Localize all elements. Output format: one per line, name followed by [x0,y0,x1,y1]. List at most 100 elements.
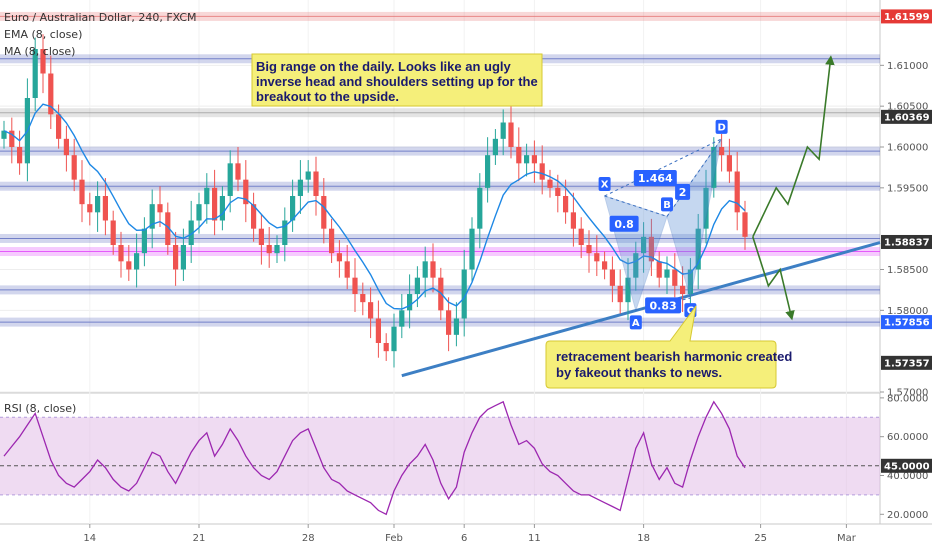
candle-body [734,171,740,213]
bearish-projection-arrow [752,236,795,321]
price-axis[interactable]: 1.61000 1.60500 1.60000 1.59500 1.58500 1.580… [880,9,932,399]
candle-body [461,269,467,319]
rsi-axis[interactable]: 80.0000 60.0000 40.0000 20.0000 45.0000 [880,393,932,521]
candle-body [17,147,23,164]
price-badge-label: 1.61599 [884,12,930,23]
legend-ma[interactable]: MA (8, close) [4,45,75,58]
candle-body [313,171,319,196]
pattern-ratio-marker [633,170,677,187]
candle-body [375,318,381,343]
price-grid [0,64,880,393]
price-badge [881,355,932,370]
candle-body [617,285,623,303]
candle-body [266,245,272,254]
candle-body [414,277,420,294]
note-bottom-line: by fakeout thanks to news. [556,365,722,380]
candle-body [453,318,459,335]
rsi-line [3,400,746,516]
candle-body [63,138,69,156]
candle-body [711,147,717,188]
time-tick-label: 6 [461,533,467,544]
time-tick-label: 11 [528,533,541,544]
price-tick-label: 1.58500 [887,265,928,276]
candle-body [173,245,179,270]
candle-body [258,228,264,245]
candle-body [219,196,225,221]
rsi-tick-label: 40.0000 [887,471,928,482]
candle-body [609,269,615,286]
ema-line [3,103,746,310]
candle-body [742,212,748,237]
candle-body [56,114,62,139]
rsi-legend[interactable]: RSI (8, close) [4,402,76,415]
candle-body [508,122,514,147]
legend-ema[interactable]: EMA (8, close) [4,28,82,41]
note-top-line: breakout to the upside. [256,89,399,104]
price-tick-label: 1.60000 [887,143,928,154]
harmonic-pattern: X A B C D 0.8 0.83 1.464 2 [598,119,728,330]
candle-body [672,269,678,286]
pattern-ratio-label: 1.464 [638,172,673,185]
candle-body [407,294,413,311]
rsi-tick-label: 20.0000 [887,510,928,521]
candle-body [118,245,124,262]
note-bottom[interactable]: retracement bearish harmonic created by … [545,305,792,389]
price-tick-label: 1.57000 [887,388,928,399]
candle-body [32,49,38,98]
price-badge-label: 1.60369 [884,112,930,123]
pattern-ratio-line [666,138,723,217]
candle-body [157,204,163,213]
pattern-point-label: A [632,318,640,329]
price-legend: Euro / Australian Dollar, 240, FXCM EMA … [4,11,197,58]
candle-body [188,220,194,245]
candle-body [196,204,202,221]
rsi-tick-label: 60.0000 [887,432,928,443]
candle-body [656,261,662,278]
rsi-band [0,417,880,495]
candle-body [664,269,670,278]
pattern-ratio-label: 0.83 [650,299,677,312]
note-bottom-line: retracement bearish harmonic created [556,349,792,364]
candle-body [126,261,132,270]
candle-body [516,147,522,164]
pattern-point-label: C [687,306,694,317]
time-tick-label: 14 [83,533,96,544]
candle-body [9,130,15,147]
candle-body [329,228,335,254]
candle-body [391,326,397,352]
candle-body [594,253,600,262]
candle-body [570,212,576,229]
candle-body [586,245,592,254]
candle-body [469,228,475,270]
time-tick-label: 21 [193,533,206,544]
time-tick-label: 18 [637,533,650,544]
price-badge [881,109,932,124]
trendline-layer [401,241,881,378]
candle-body [695,228,701,270]
candle-body [477,187,483,229]
candle-body [165,212,171,245]
note-top[interactable]: Big range on the daily. Looks like an ug… [251,53,543,107]
candle-body [633,253,639,278]
candle-body [641,236,647,254]
pattern-ratio-label: 2 [679,186,687,199]
candle-body [79,179,85,205]
time-axis[interactable]: 14 21 28 Feb 6 11 18 25 Mar [83,524,857,544]
pattern-point-marker [715,119,728,134]
ema-layer [3,103,746,310]
candle-body [547,179,553,188]
note-bottom-callout [545,305,777,389]
candle-body [290,196,296,221]
candle-body [430,261,436,278]
pattern-ratio-label: 0.8 [614,218,634,231]
pattern-ratio-marker [645,297,682,314]
candle-body [204,187,210,205]
candle-body [360,294,366,303]
time-tick-label: 28 [302,533,315,544]
candle-body [680,285,686,294]
time-tick-label: 25 [754,533,767,544]
candle-body [368,302,374,319]
candle-body [1,130,7,139]
candle-body [422,261,428,278]
